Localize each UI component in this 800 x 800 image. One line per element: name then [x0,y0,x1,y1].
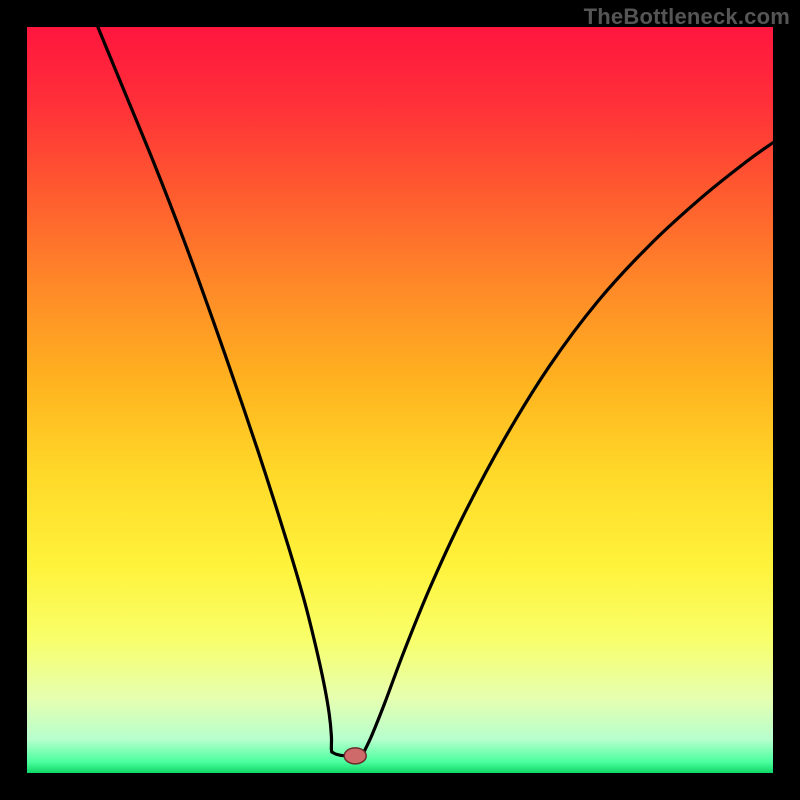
bottleneck-chart [0,0,800,800]
optimal-marker [344,748,366,764]
chart-frame: { "watermark": { "text": "TheBottleneck.… [0,0,800,800]
watermark-text: TheBottleneck.com [584,4,790,30]
